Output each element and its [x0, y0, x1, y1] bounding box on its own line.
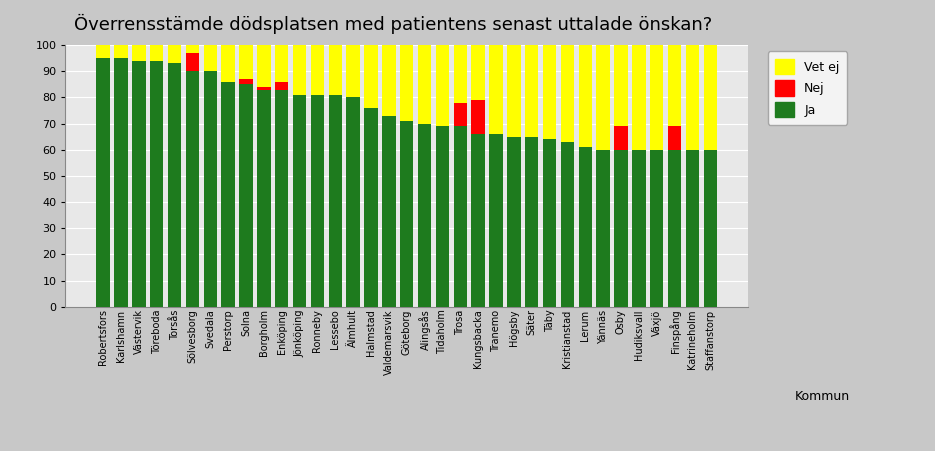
- Bar: [668, 126, 682, 150]
- Bar: [703, 150, 717, 307]
- Bar: [222, 45, 235, 82]
- Bar: [453, 126, 467, 307]
- Bar: [347, 45, 360, 97]
- Bar: [275, 90, 288, 307]
- Bar: [561, 142, 574, 307]
- Bar: [347, 97, 360, 307]
- Bar: [597, 150, 610, 307]
- Bar: [525, 45, 539, 137]
- Bar: [114, 58, 128, 307]
- Bar: [471, 100, 485, 134]
- Bar: [257, 90, 270, 307]
- Bar: [365, 108, 378, 307]
- Bar: [650, 150, 664, 307]
- Bar: [293, 95, 307, 307]
- Bar: [436, 126, 449, 307]
- Bar: [685, 150, 699, 307]
- Bar: [150, 61, 164, 307]
- Bar: [150, 45, 164, 61]
- Bar: [632, 150, 645, 307]
- Bar: [365, 45, 378, 108]
- Bar: [418, 124, 431, 307]
- Bar: [186, 45, 199, 53]
- Bar: [668, 150, 682, 307]
- Bar: [543, 45, 556, 139]
- Bar: [168, 45, 181, 64]
- Text: Kommun: Kommun: [796, 391, 850, 403]
- Bar: [507, 45, 521, 137]
- Bar: [96, 58, 110, 307]
- Bar: [668, 45, 682, 126]
- Bar: [239, 84, 252, 307]
- Bar: [418, 45, 431, 124]
- Bar: [453, 103, 467, 126]
- Bar: [257, 45, 270, 87]
- Bar: [186, 71, 199, 307]
- Bar: [400, 121, 413, 307]
- Bar: [703, 45, 717, 150]
- Bar: [275, 82, 288, 90]
- Bar: [436, 45, 449, 126]
- Bar: [204, 45, 217, 71]
- Bar: [114, 45, 128, 58]
- Bar: [328, 45, 342, 95]
- Bar: [239, 45, 252, 79]
- Bar: [239, 79, 252, 84]
- Bar: [293, 45, 307, 95]
- Bar: [471, 45, 485, 100]
- Legend: Vet ej, Nej, Ja: Vet ej, Nej, Ja: [768, 51, 847, 124]
- Bar: [328, 95, 342, 307]
- Bar: [310, 95, 324, 307]
- Bar: [204, 71, 217, 307]
- Bar: [132, 45, 146, 61]
- Bar: [614, 150, 627, 307]
- Bar: [489, 45, 503, 134]
- Bar: [543, 139, 556, 307]
- Bar: [489, 134, 503, 307]
- Bar: [614, 45, 627, 126]
- Bar: [382, 45, 396, 116]
- Bar: [471, 134, 485, 307]
- Bar: [507, 137, 521, 307]
- Bar: [96, 45, 110, 58]
- Bar: [579, 147, 592, 307]
- Bar: [650, 45, 664, 150]
- Bar: [597, 45, 610, 150]
- Bar: [257, 87, 270, 90]
- Bar: [186, 53, 199, 71]
- Bar: [400, 45, 413, 121]
- Bar: [382, 116, 396, 307]
- Bar: [310, 45, 324, 95]
- Bar: [222, 82, 235, 307]
- Text: Överrensstämde dödsplatsen med patientens senast uttalade önskan?: Överrensstämde dödsplatsen med patienten…: [74, 14, 712, 34]
- Bar: [275, 45, 288, 82]
- Bar: [614, 126, 627, 150]
- Bar: [525, 137, 539, 307]
- Bar: [561, 45, 574, 142]
- Bar: [453, 45, 467, 103]
- Bar: [168, 64, 181, 307]
- Bar: [632, 45, 645, 150]
- Bar: [132, 61, 146, 307]
- Bar: [685, 45, 699, 150]
- Bar: [579, 45, 592, 147]
